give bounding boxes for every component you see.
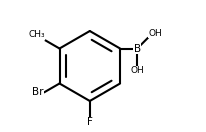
Text: OH: OH — [130, 66, 144, 75]
Text: OH: OH — [148, 29, 162, 38]
Text: CH₃: CH₃ — [28, 30, 45, 39]
Text: Br: Br — [33, 87, 44, 97]
Text: F: F — [87, 117, 93, 128]
Text: B: B — [134, 44, 141, 53]
